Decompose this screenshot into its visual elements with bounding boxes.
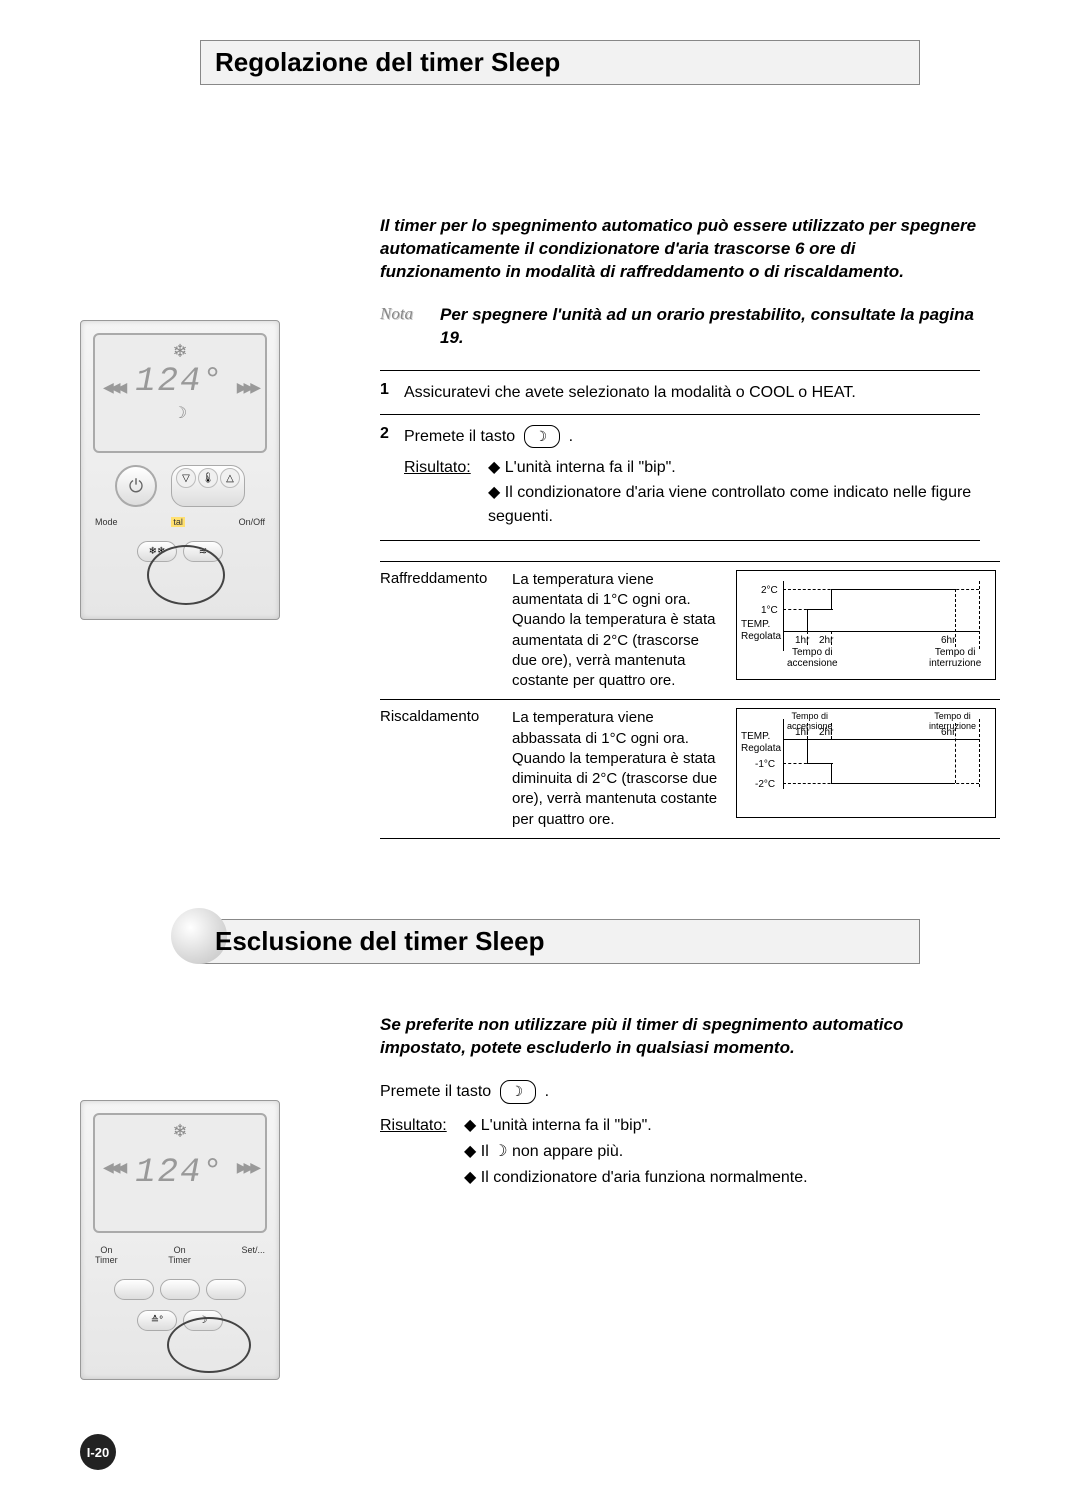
section1-title: Regolazione del timer Sleep [215, 47, 905, 78]
cool-desc: La temperatura viene aumentata di 1°C og… [512, 570, 722, 692]
cool-chart: 2°C 1°C TEMP. Regolata 1hr 2hr 6hr Tempo… [736, 570, 996, 680]
snowflake-icon: ❄ [172, 341, 187, 362]
up-icon: △ [220, 468, 240, 488]
timer-btn-1 [114, 1279, 154, 1300]
sleep-icon: ☽ [173, 403, 187, 423]
section2-title-bar: Esclusione del timer Sleep [200, 919, 920, 964]
page-number: I-20 [80, 1434, 116, 1470]
right-arrows-icon: ▶▶▶ [237, 1159, 257, 1176]
step1-text: Assicuratevi che avete selezionato la mo… [404, 381, 980, 404]
ym1c: -1°C [755, 759, 775, 770]
step2-after: . [569, 428, 573, 445]
step-1: 1 Assicuratevi che avete selezionato la … [380, 370, 980, 414]
result-1: L'unità interna fa il "bip". [488, 456, 980, 479]
on-timer-label: On Timer [95, 1245, 118, 1265]
nota-text: Per spegnere l'unità ad un orario presta… [440, 304, 980, 350]
set-label: Set/... [241, 1245, 265, 1265]
timer-btn-2 [160, 1279, 200, 1300]
timer-btn-3 [206, 1279, 246, 1300]
remote-screen: ❄ ◀◀◀ 124° ▶▶▶ [93, 1113, 267, 1233]
tal-label: tal [171, 517, 185, 527]
mode-label: Mode [95, 517, 118, 527]
steps-list: 1 Assicuratevi che avete selezionato la … [380, 370, 980, 541]
heat-chart: TEMP. Regolata -1°C -2°C 1hr 2hr 6hr Tem… [736, 708, 996, 818]
right-arrows-icon: ▶▶▶ [237, 379, 257, 396]
sleep-button-icon: ☽ [500, 1080, 537, 1104]
heat-label: Riscaldamento [380, 708, 498, 830]
section1-title-bar: Regolazione del timer Sleep [200, 40, 920, 85]
y1c: 1°C [761, 605, 778, 616]
nota-label: Nota [380, 304, 440, 350]
remote-illustration-2: ❄ ◀◀◀ 124° ▶▶▶ On Timer On Timer Set/...… [80, 1100, 280, 1380]
regolata-label: Regolata [741, 743, 781, 754]
y2c: 2°C [761, 585, 778, 596]
off-label: Tempo di interruzione [929, 711, 976, 731]
ym2c: -2°C [755, 779, 775, 790]
off-label: Tempo di interruzione [929, 647, 981, 669]
temp-display: 124° [135, 363, 225, 401]
r2a: Il [481, 1143, 493, 1160]
after1: . [545, 1083, 549, 1100]
section2-intro: Se preferite non utilizzare più il timer… [380, 1014, 980, 1060]
on-label: Tempo di accensione [787, 711, 833, 731]
power-button: ⏻ [115, 465, 157, 507]
modes-block: Raffreddamento La temperatura viene aume… [380, 561, 1000, 839]
diamond: ◆ [464, 1143, 481, 1160]
mode-cool-row: Raffreddamento La temperatura viene aume… [380, 561, 1000, 700]
t2: 2hr [819, 635, 833, 646]
section2-body: Premete il tasto ☽ . Risultato: L'unità … [380, 1080, 980, 1192]
snowflake-icon: ❄ [172, 1121, 187, 1142]
mode-heat-row: Riscaldamento La temperatura viene abbas… [380, 699, 1000, 838]
sleep-icon-inline: ☽ [493, 1143, 507, 1160]
r1: L'unità interna fa il "bip". [464, 1114, 980, 1138]
remote-screen: ❄ ◀◀◀ 124° ▶▶▶ ☽ [93, 333, 267, 453]
nota-row: Nota Per spegnere l'unità ad un orario p… [380, 304, 980, 350]
r3: Il condizionatore d'aria funziona normal… [464, 1166, 980, 1190]
step-num: 2 [380, 425, 404, 530]
step-2: 2 Premete il tasto ☽ . Risultato: L'unit… [380, 414, 980, 540]
section1-intro: Il timer per lo spegnimento automatico p… [380, 215, 980, 284]
cool-label: Raffreddamento [380, 570, 498, 692]
onoff-label: On/Off [239, 517, 265, 527]
heat-desc: La temperatura viene abbassata di 1°C og… [512, 708, 722, 830]
line1: Premete il tasto [380, 1083, 491, 1100]
temp-label: TEMP. [741, 619, 770, 630]
swing-button: ≙° [137, 1310, 177, 1331]
section2-title: Esclusione del timer Sleep [215, 926, 905, 957]
temp-label: TEMP. [741, 731, 770, 742]
result-2: Il condizionatore d'aria viene controlla… [488, 481, 980, 527]
step-num: 1 [380, 381, 404, 404]
highlight-circle [167, 1317, 251, 1373]
risultato-row: Risultato: L'unità interna fa il "bip". … [404, 456, 980, 530]
on-label: Tempo di accensione [787, 647, 838, 669]
step2-text: Premete il tasto [404, 428, 515, 445]
highlight-circle [147, 545, 225, 605]
risultato-label: Risultato: [380, 1114, 464, 1192]
regolata-label: Regolata [741, 631, 781, 642]
sleep-button-icon: ☽ [524, 425, 561, 448]
temp-buttons: ▽ 🌡 △ [171, 465, 245, 507]
temp-display: 124° [135, 1154, 225, 1192]
t1: 1hr [795, 635, 809, 646]
left-arrows-icon: ◀◀◀ [103, 1159, 123, 1176]
r2b: non appare più. [512, 1143, 623, 1160]
on-timer-label-2: On Timer [168, 1245, 191, 1265]
thermo-icon: 🌡 [198, 468, 218, 488]
left-arrows-icon: ◀◀◀ [103, 379, 123, 396]
risultato-label: Risultato: [404, 456, 488, 530]
down-icon: ▽ [176, 468, 196, 488]
remote-illustration-1: ❄ ◀◀◀ 124° ▶▶▶ ☽ ⏻ ▽ 🌡 △ Mode tal On/Off… [80, 320, 280, 620]
t6: 6hr [941, 635, 955, 646]
